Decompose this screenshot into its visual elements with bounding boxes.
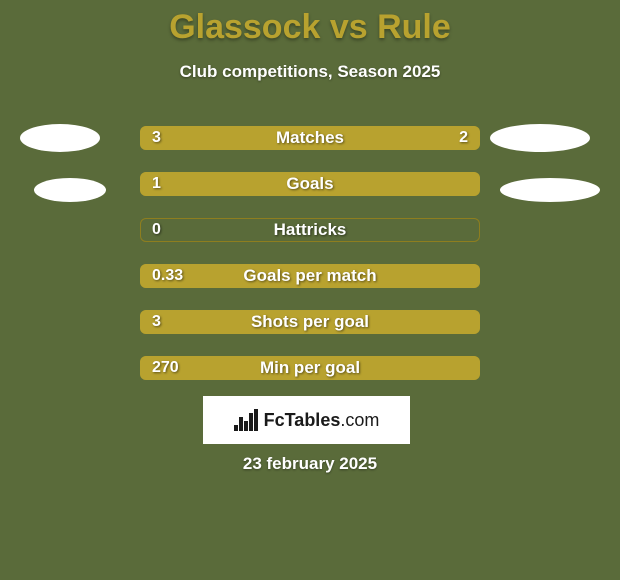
player-avatar-0 [20,124,100,152]
stat-fill-left [140,356,480,380]
logo-suffix: .com [340,410,379,430]
stat-value-left: 3 [152,308,161,336]
logo-brand: FcTables [264,410,341,430]
comparison-infographic: Glassock vs Rule Club competitions, Seas… [0,0,620,580]
player-avatar-3 [500,178,600,202]
stat-value-left: 270 [152,354,179,382]
stat-value-right: 2 [459,124,468,152]
stat-row: 32Matches [140,124,480,152]
stat-fill-left [140,126,344,150]
stat-fill-left [140,264,480,288]
player-avatar-1 [490,124,590,152]
stat-value-left: 3 [152,124,161,152]
stat-row: 0Hattricks [140,216,480,244]
page-title: Glassock vs Rule [0,8,620,47]
logo-text: FcTables.com [264,410,380,431]
logo-bars-icon [234,409,258,431]
fctables-logo-badge: FcTables.com [203,396,410,444]
player-avatar-2 [34,178,106,202]
date-text: 23 february 2025 [0,454,620,474]
stat-row: 1Goals [140,170,480,198]
stat-track [140,218,480,242]
stat-row: 3Shots per goal [140,308,480,336]
stat-row: 0.33Goals per match [140,262,480,290]
stat-value-left: 0.33 [152,262,183,290]
subtitle: Club competitions, Season 2025 [0,62,620,82]
stat-value-left: 0 [152,216,161,244]
stat-fill-left [140,172,480,196]
stat-row: 270Min per goal [140,354,480,382]
stat-value-left: 1 [152,170,161,198]
stat-fill-left [140,310,480,334]
